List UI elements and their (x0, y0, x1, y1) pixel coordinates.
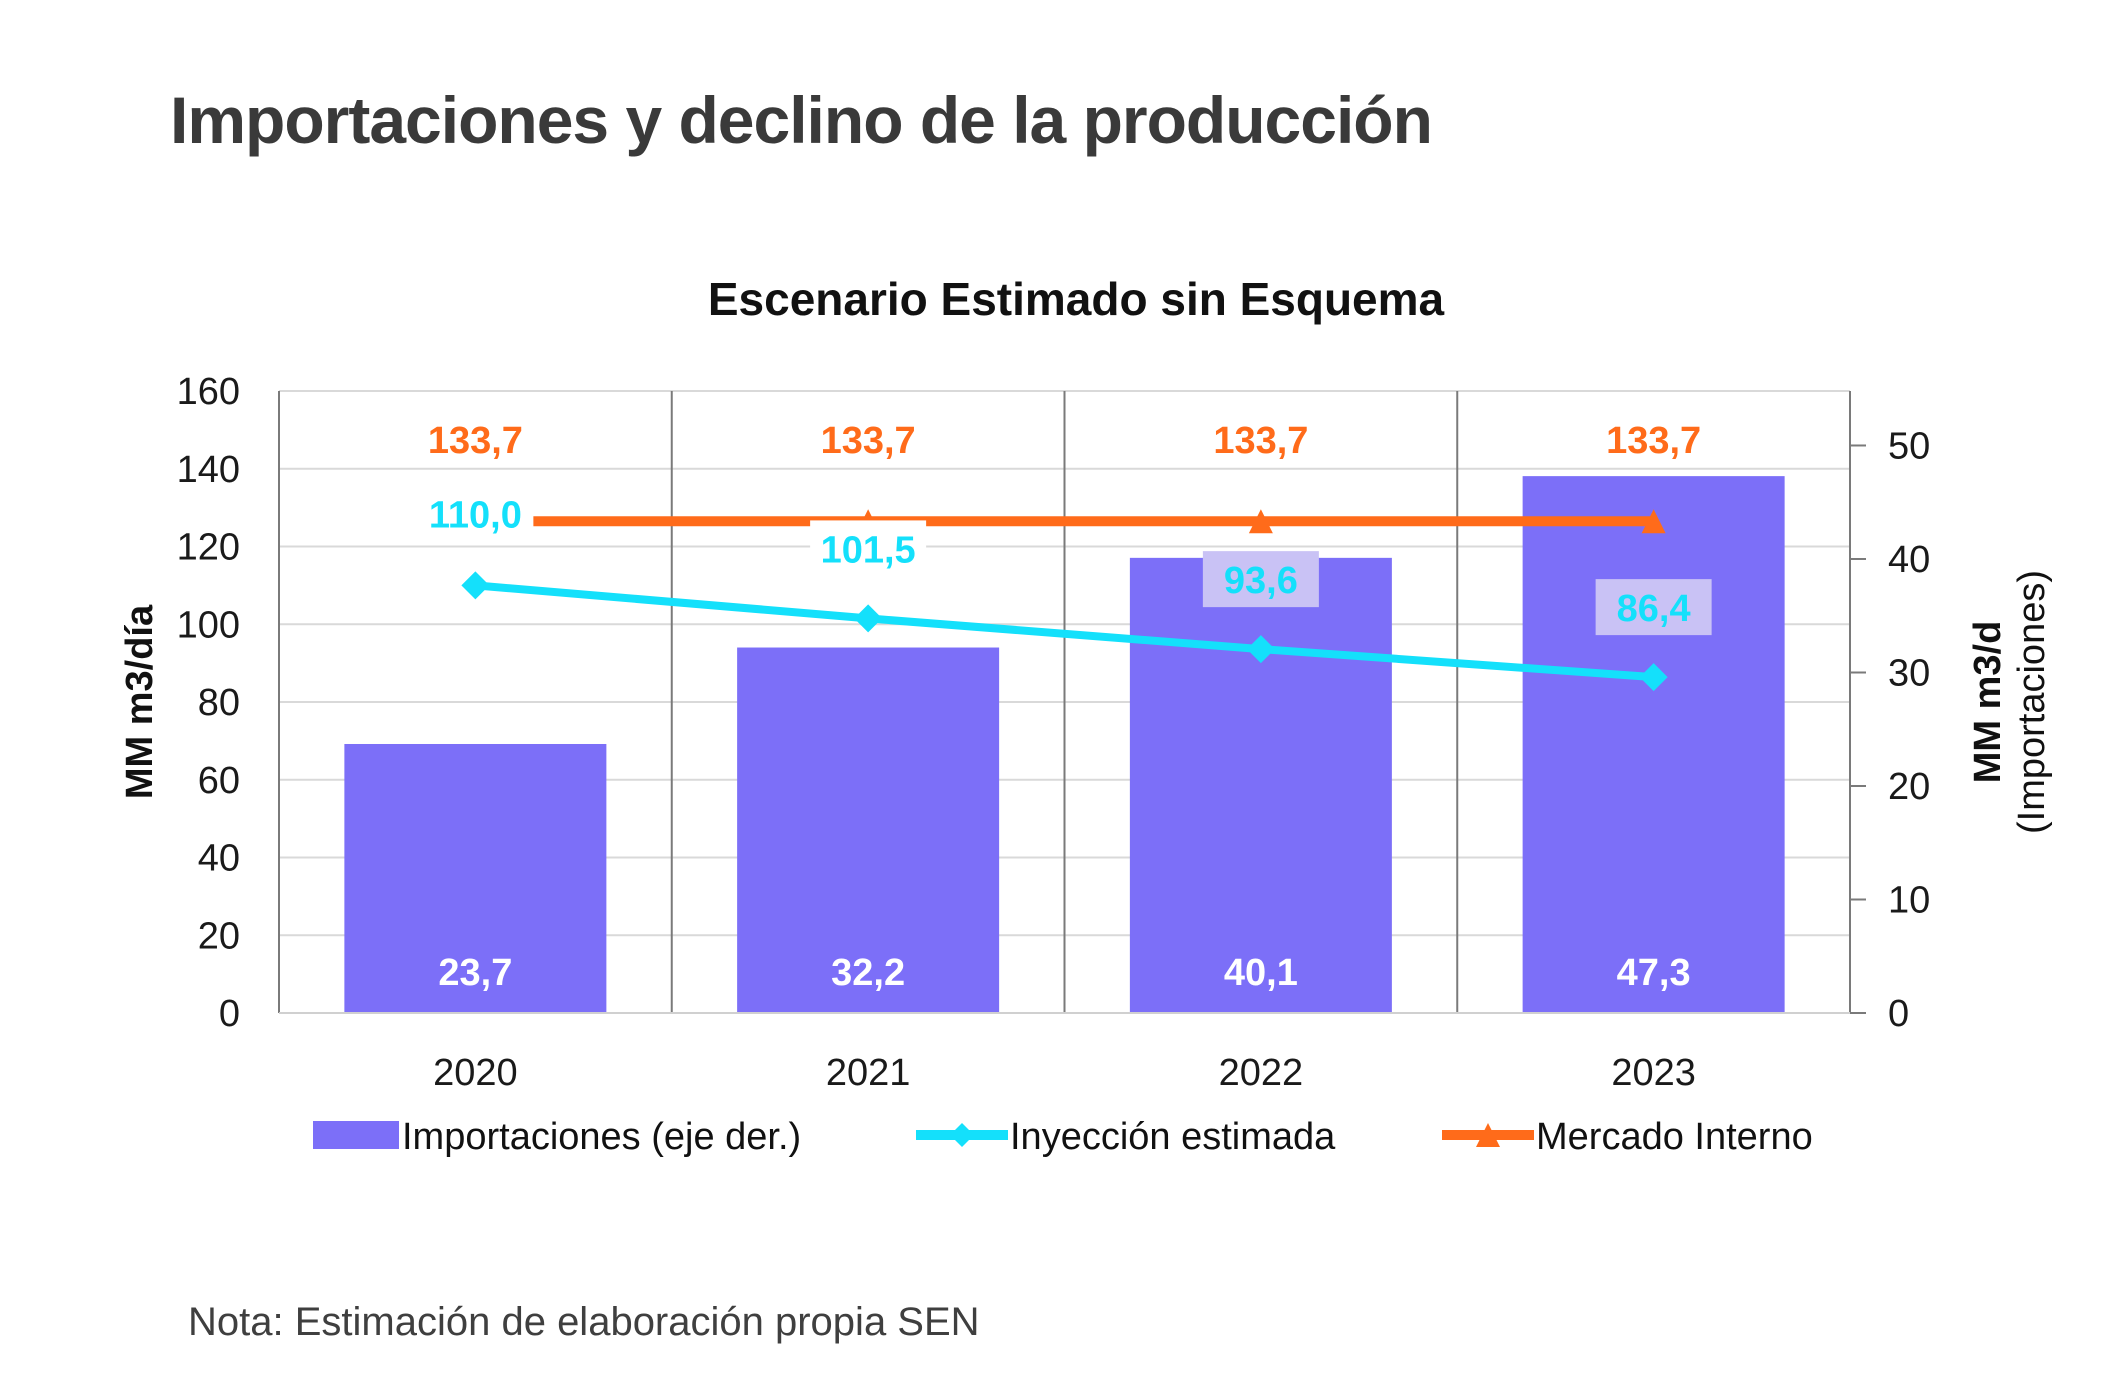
marker-triangle (1248, 509, 1273, 534)
y-tick-label-left: 160 (177, 371, 240, 413)
marker-diamond (461, 571, 490, 600)
legend-marker-triangle (1476, 1123, 1500, 1147)
bar-data-label: 23,7 (438, 952, 512, 994)
y-tick-label-left: 20 (198, 915, 240, 957)
legend-label-inyeccion: Inyección estimada (1010, 1116, 1336, 1158)
y-tick-label-right: 20 (1888, 766, 1930, 808)
inyeccion-data-label: 86,4 (1617, 588, 1691, 630)
chart-title: Escenario Estimado sin Esquema (708, 273, 1445, 325)
x-tick-label: 2022 (1219, 1052, 1304, 1094)
data-label-background (1595, 579, 1712, 636)
bar-data-label: 47,3 (1617, 952, 1691, 994)
legend-swatch-importaciones (313, 1121, 399, 1149)
y-tick-label-left: 140 (177, 449, 240, 491)
y-tick-label-left: 120 (177, 527, 240, 569)
y-tick-label-right: 30 (1888, 652, 1930, 694)
x-tick-label: 2023 (1611, 1052, 1696, 1094)
inyeccion-data-label: 110,0 (429, 494, 522, 536)
y-axis-label-right-sub: (Importaciones) (2011, 570, 2053, 834)
marker-diamond (1639, 663, 1668, 692)
mercado-data-label: 133,7 (428, 420, 523, 462)
footnote: Nota: Estimación de elaboración propia S… (188, 1300, 980, 1344)
bar-data-label: 40,1 (1224, 952, 1298, 994)
legend-label-mercado: Mercado Interno (1536, 1116, 1813, 1158)
mercado-data-label: 133,7 (1606, 420, 1701, 462)
y-axis-label-left: MM m3/día (119, 604, 161, 799)
bars-series (344, 476, 1785, 1013)
data-label-background (1202, 551, 1319, 608)
marker-diamond (1246, 635, 1275, 664)
data-label-background (810, 520, 927, 577)
bar-importaciones (737, 647, 1000, 1013)
mercado-data-label: 133,7 (1213, 420, 1308, 462)
y-axis-label-right: MM m3/d (1967, 621, 2009, 784)
line-inyeccion-estimada (475, 581, 1654, 682)
y-tick-label-left: 0 (219, 993, 240, 1035)
page-title: Importaciones y declino de la producción (170, 83, 1433, 157)
inyeccion-data-label: 101,5 (821, 529, 916, 571)
mercado-data-label: 133,7 (821, 420, 916, 462)
x-tick-label: 2021 (826, 1052, 911, 1094)
bar-importaciones (1129, 557, 1392, 1013)
data-labels: 23,7 32,2 40,1 47,3 133,7 133,7 133,7 133,7 110,… (417, 420, 1712, 994)
bar-importaciones (344, 743, 607, 1013)
bar-data-label: 32,2 (831, 952, 905, 994)
y-tick-label-left: 80 (198, 682, 240, 724)
y-tick-label-right: 40 (1888, 539, 1930, 581)
y-tick-label-left: 40 (198, 838, 240, 880)
y-tick-label-right: 50 (1888, 425, 1930, 467)
marker-triangle (1641, 509, 1666, 534)
legend-marker-diamond (950, 1123, 974, 1147)
legend: Importaciones (eje der.) Inyección estima… (313, 1116, 1813, 1158)
y-tick-label-left: 60 (198, 760, 240, 802)
y-tick-label-right: 0 (1888, 993, 1909, 1035)
data-label-background (417, 485, 534, 542)
axes: 0 20 40 60 80 100 120 140 160 0 10 20 30 40 50 2020 2021… (177, 371, 1931, 1094)
x-tick-label: 2020 (433, 1052, 518, 1094)
legend-label-importaciones: Importaciones (eje der.) (402, 1116, 801, 1158)
inyeccion-data-label: 93,6 (1224, 560, 1298, 602)
y-tick-label-right: 10 (1888, 879, 1930, 921)
bar-importaciones (1522, 476, 1785, 1013)
y-tick-label-left: 100 (177, 604, 240, 646)
marker-diamond (854, 604, 883, 633)
